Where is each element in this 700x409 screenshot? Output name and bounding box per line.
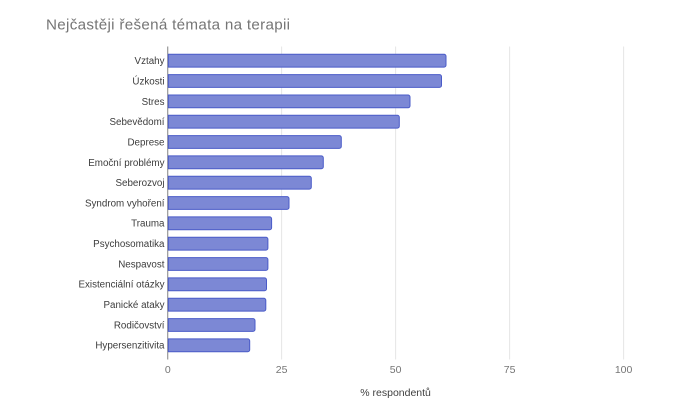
svg-text:Seberozvoj: Seberozvoj bbox=[115, 178, 164, 189]
svg-text:25: 25 bbox=[276, 364, 288, 376]
svg-text:Rodičovství: Rodičovství bbox=[114, 320, 165, 331]
svg-text:Emoční problémy: Emoční problémy bbox=[88, 158, 164, 169]
svg-text:Syndrom vyhoření: Syndrom vyhoření bbox=[85, 198, 165, 209]
svg-text:Trauma: Trauma bbox=[131, 219, 165, 230]
svg-text:Vztahy: Vztahy bbox=[135, 56, 165, 67]
svg-text:50: 50 bbox=[390, 364, 402, 376]
svg-text:Panické ataky: Panické ataky bbox=[104, 300, 165, 311]
svg-text:Nespavost: Nespavost bbox=[118, 259, 165, 270]
svg-text:Stres: Stres bbox=[142, 97, 165, 108]
svg-text:75: 75 bbox=[504, 364, 516, 376]
svg-text:Nejčastěji řešená témata na te: Nejčastěji řešená témata na terapii bbox=[46, 17, 290, 34]
svg-text:Úzkosti: Úzkosti bbox=[132, 76, 164, 87]
svg-text:0: 0 bbox=[165, 364, 171, 376]
svg-text:Deprese: Deprese bbox=[127, 137, 165, 148]
svg-text:Hypersenzitivita: Hypersenzitivita bbox=[95, 341, 165, 352]
svg-text:100: 100 bbox=[615, 364, 633, 376]
svg-text:Psychosomatika: Psychosomatika bbox=[93, 239, 165, 250]
svg-text:Sebevědomí: Sebevědomí bbox=[109, 117, 164, 128]
svg-text:Existenciální otázky: Existenciální otázky bbox=[78, 280, 164, 291]
svg-text:% respondentů: % respondentů bbox=[360, 387, 431, 399]
